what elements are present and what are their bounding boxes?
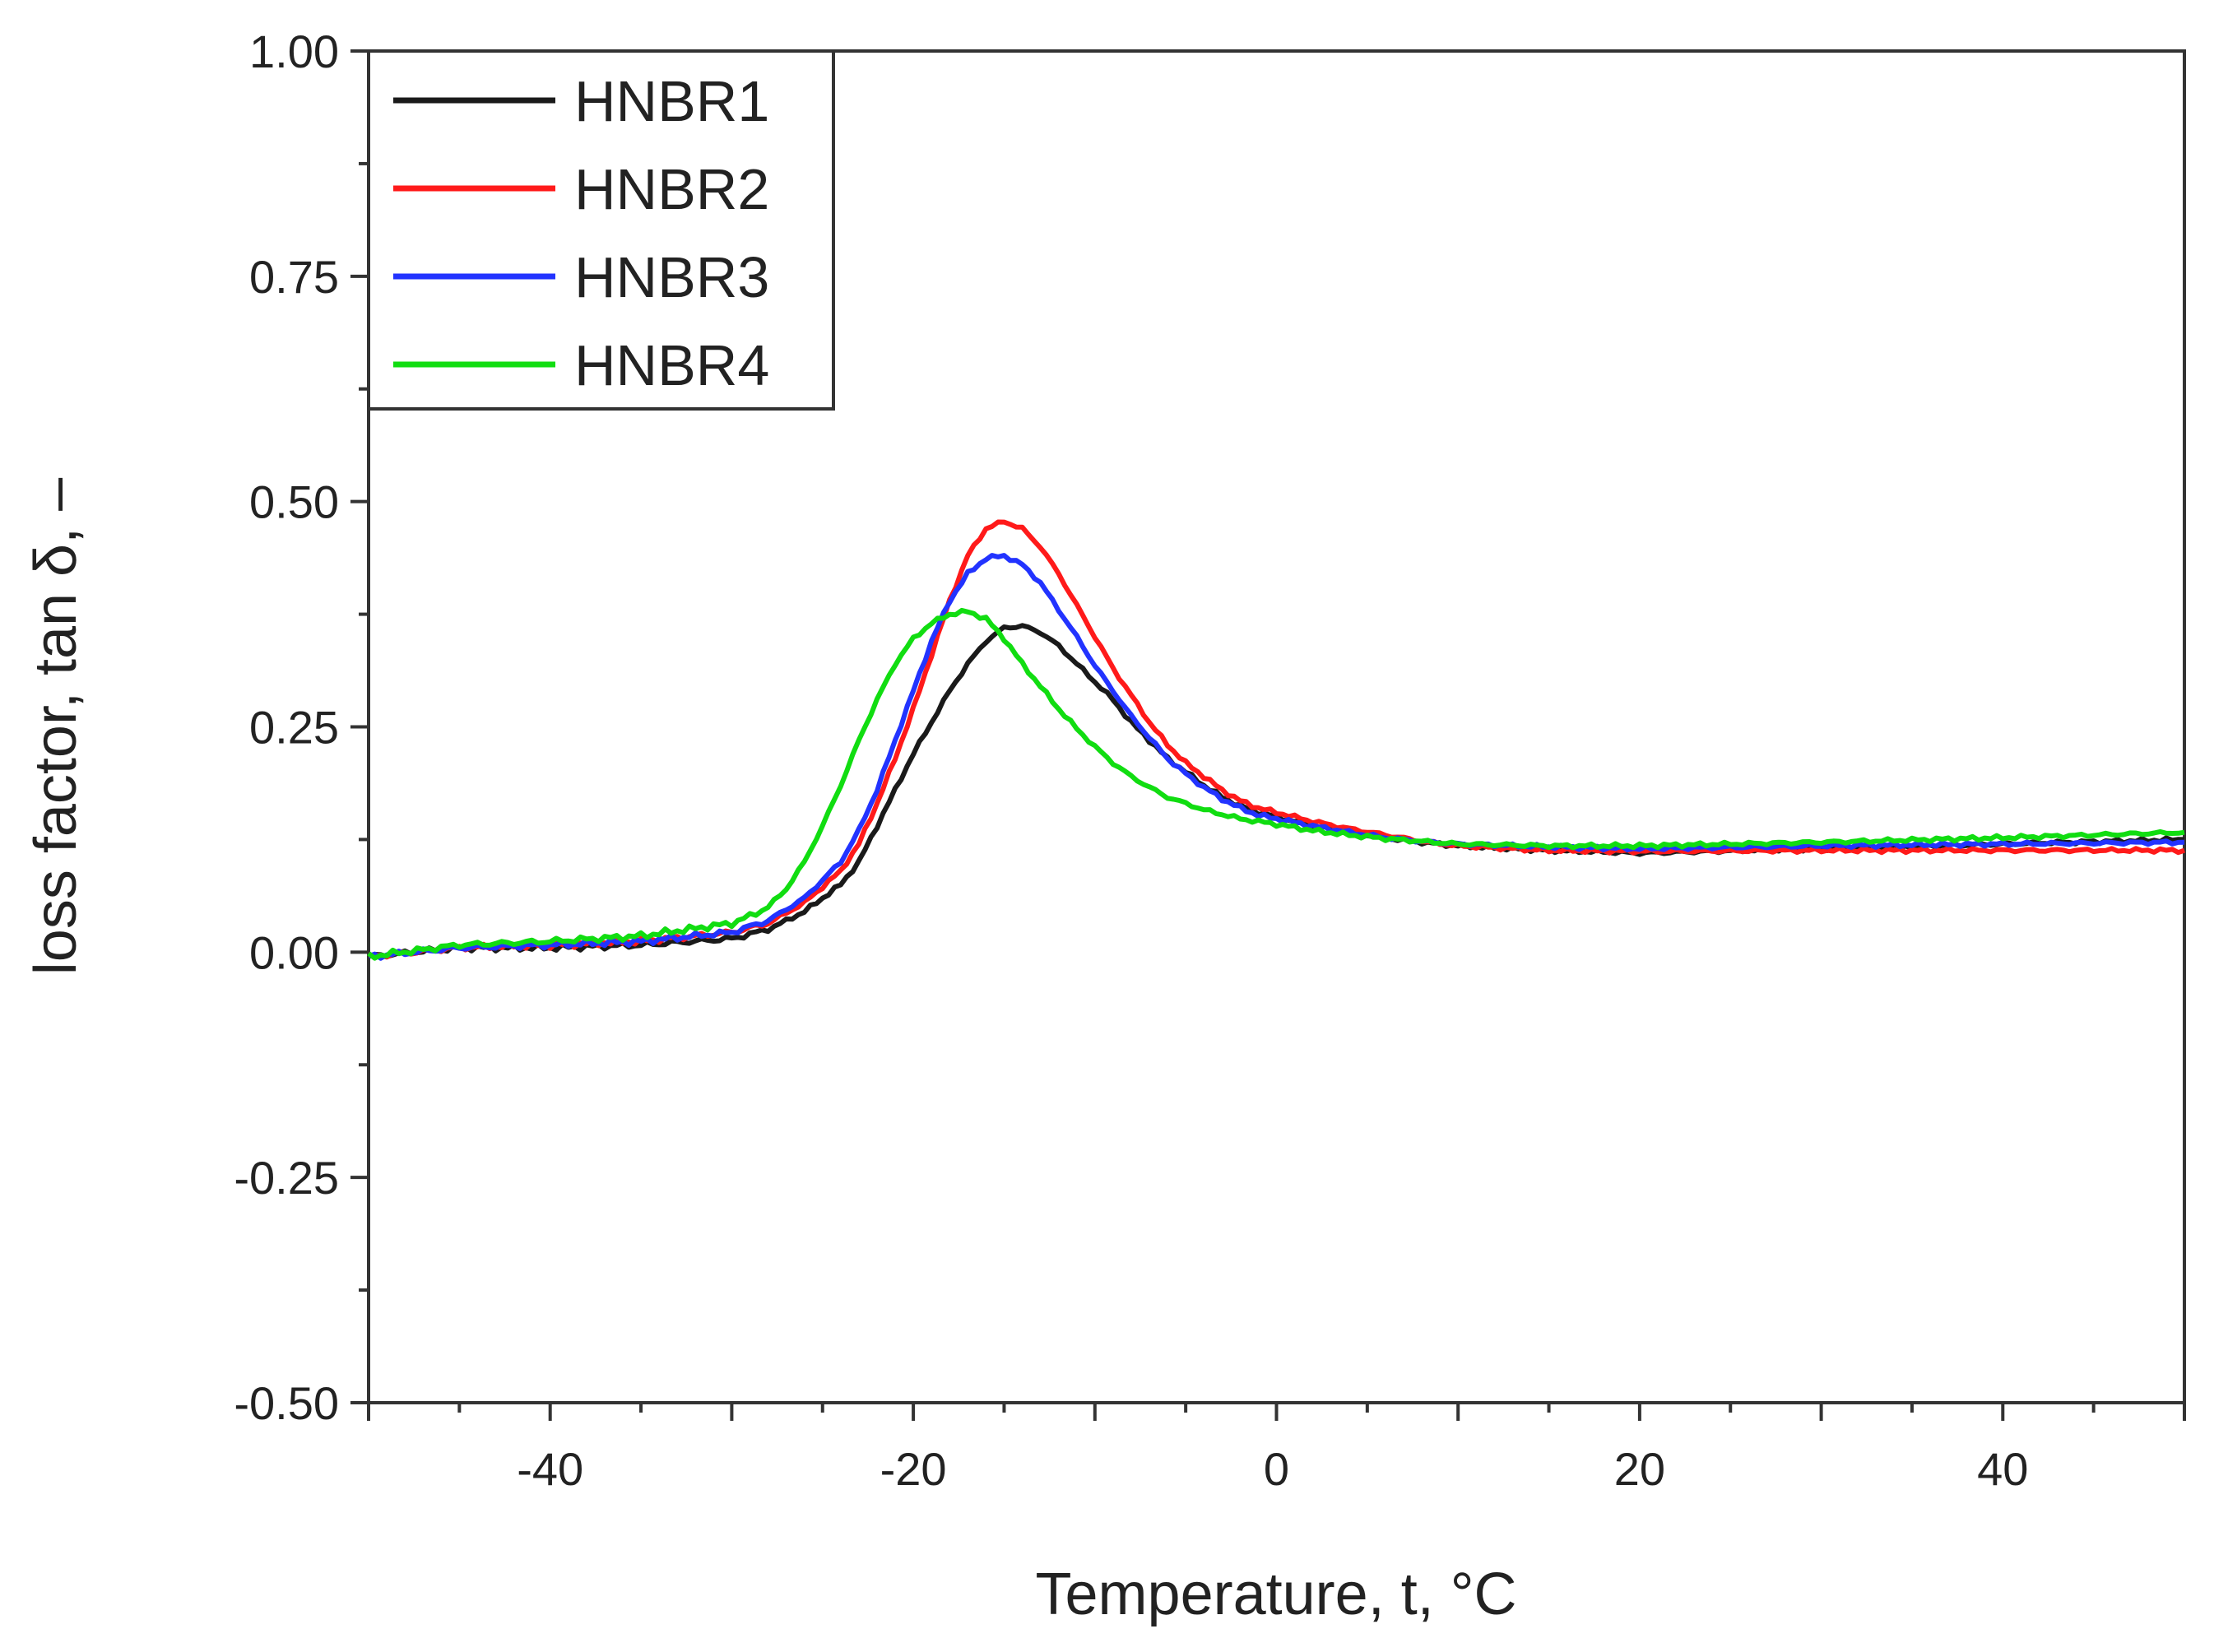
y-tick-label: 0.00 bbox=[249, 926, 339, 978]
series-line-hnbr4 bbox=[367, 607, 2185, 961]
x-axis-ticks: -40 -20 0 20 40 bbox=[367, 1403, 2186, 1495]
y-tick-label: -0.25 bbox=[234, 1152, 339, 1204]
legend-label: HNBR2 bbox=[574, 157, 769, 221]
x-axis-title: Temperature, t, °C bbox=[1036, 1562, 1517, 1627]
legend-label: HNBR3 bbox=[574, 245, 769, 309]
y-tick-label: 0.75 bbox=[249, 251, 339, 303]
x-tick-label: 0 bbox=[1264, 1443, 1289, 1495]
y-axis-title: loss factor, tan δ, – bbox=[23, 477, 89, 975]
legend-items: HNBR1 HNBR2 HNBR3 HNBR4 bbox=[393, 69, 769, 397]
legend-box bbox=[367, 49, 835, 411]
x-tick-label: 20 bbox=[1614, 1443, 1665, 1495]
x-tick-label: -20 bbox=[880, 1443, 947, 1495]
y-tick-label: -0.50 bbox=[234, 1377, 339, 1429]
y-tick-label: 0.50 bbox=[249, 476, 339, 528]
y-tick-label: 0.25 bbox=[249, 702, 339, 754]
legend-label: HNBR4 bbox=[574, 333, 769, 397]
y-tick-label: 1.00 bbox=[249, 26, 339, 77]
legend: HNBR1 HNBR2 HNBR3 HNBR4 bbox=[367, 49, 835, 411]
series-layer bbox=[367, 519, 2185, 961]
x-tick-label: -40 bbox=[517, 1443, 583, 1495]
legend-label: HNBR1 bbox=[574, 69, 769, 133]
x-tick-label: 40 bbox=[1977, 1443, 2028, 1495]
y-axis-ticks: -0.50 -0.25 0.00 0.25 0.50 0.75 1.00 bbox=[234, 26, 369, 1429]
